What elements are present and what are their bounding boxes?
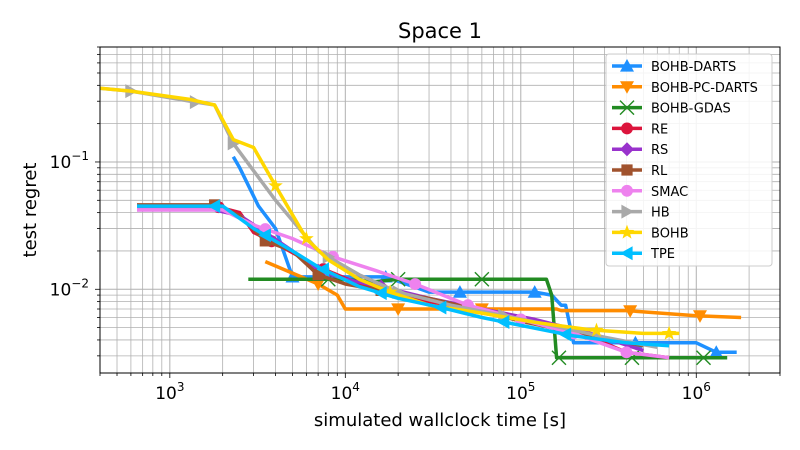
- y-axis-label: test regret: [20, 163, 41, 258]
- legend-item: SMAC: [612, 185, 688, 200]
- data-point: [299, 230, 314, 245]
- legend-item: TPE: [612, 246, 675, 262]
- data-point: [322, 249, 336, 264]
- data-point: [620, 59, 634, 72]
- data-point: [620, 246, 633, 261]
- data-point: [551, 350, 567, 366]
- x-tick-label: 105: [506, 380, 535, 404]
- legend-label: TPE: [650, 247, 675, 262]
- legend-label: HB: [651, 206, 670, 221]
- legend-label: RL: [651, 164, 668, 179]
- data-point: [621, 204, 634, 219]
- legend-item: BOHB-DARTS: [612, 59, 736, 75]
- plot-area: [100, 84, 742, 366]
- data-point: [227, 136, 241, 151]
- data-point: [207, 199, 221, 214]
- x-tick-label: 104: [331, 380, 360, 404]
- x-axis-label: simulated wallclock time [s]: [314, 410, 566, 431]
- data-point: [589, 322, 604, 337]
- legend-item: BOHB-PC-DARTS: [612, 81, 758, 96]
- data-point: [433, 300, 447, 315]
- legend-item: BOHB-GDAS: [612, 100, 731, 117]
- data-point: [661, 325, 677, 340]
- data-point: [374, 286, 387, 301]
- series-line: [137, 204, 670, 348]
- x-tick-label: 103: [155, 380, 184, 404]
- data-point: [268, 178, 283, 192]
- legend-item: BOHB: [612, 224, 689, 241]
- data-point: [496, 314, 510, 329]
- data-point: [623, 305, 638, 318]
- legend: BOHB-DARTS BOHB-PC-DARTS BOHB-GDAS RE RS RL SM…: [605, 53, 773, 267]
- data-point: [474, 271, 490, 287]
- data-point: [311, 278, 326, 292]
- data-point: [382, 284, 398, 299]
- data-point: [696, 350, 712, 366]
- data-point: [619, 100, 635, 116]
- data-point: [312, 269, 324, 281]
- data-point: [620, 346, 633, 359]
- data-point: [316, 262, 329, 277]
- legend-label: BOHB-GDAS: [651, 102, 731, 117]
- series-rl: [137, 199, 644, 348]
- data-point: [527, 285, 542, 298]
- series-tpe: [137, 199, 670, 348]
- legend-label: BOHB: [651, 226, 689, 241]
- legend-label: BOHB-PC-DARTS: [651, 81, 758, 96]
- legend-item: RS: [612, 142, 668, 158]
- series-line: [100, 86, 680, 336]
- data-point: [621, 184, 633, 197]
- legend-label: RS: [651, 143, 668, 158]
- y-tick-label: 10−1: [50, 149, 89, 173]
- plot-frame: [99, 46, 781, 374]
- legend-item: RL: [612, 164, 668, 179]
- data-point: [620, 81, 634, 94]
- data-point: [558, 327, 572, 342]
- x-tick-label: 106: [682, 380, 711, 404]
- data-point: [620, 142, 634, 157]
- y-tick-label: 10−2: [50, 276, 89, 300]
- data-point: [621, 164, 633, 176]
- data-point: [452, 285, 467, 298]
- series-bohb: [100, 86, 680, 340]
- data-point: [709, 345, 724, 358]
- legend-item: RE: [612, 122, 668, 137]
- legend-label: SMAC: [651, 185, 688, 200]
- series-line: [231, 155, 737, 355]
- legend-label: BOHB-DARTS: [651, 60, 736, 75]
- legend-label: RE: [651, 122, 668, 137]
- legend-item: HB: [612, 204, 670, 221]
- data-point: [692, 310, 707, 323]
- data-point: [619, 224, 635, 239]
- axis-ticks: 103 104 105 106 10−2 10−1: [50, 46, 781, 404]
- legend-box: [605, 53, 773, 267]
- data-point: [409, 278, 422, 290]
- data-point: [621, 122, 633, 135]
- data-point: [391, 303, 406, 317]
- chart-title: Space 1: [398, 19, 482, 43]
- data-point: [258, 228, 271, 243]
